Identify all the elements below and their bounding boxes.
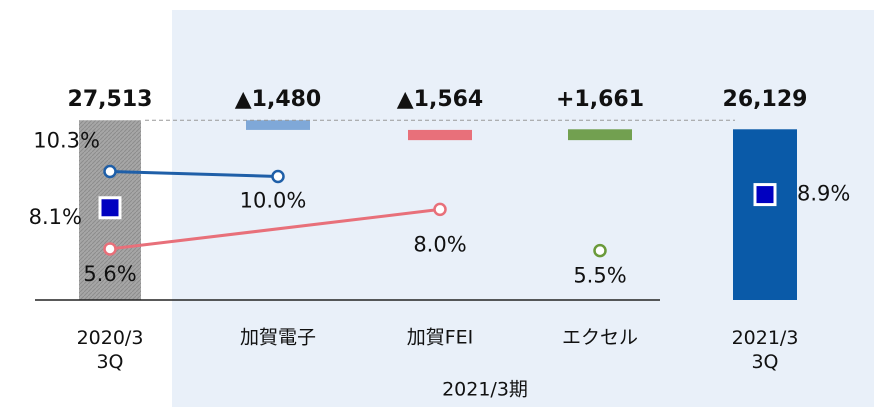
margin-label: 5.6% bbox=[83, 262, 136, 286]
bar bbox=[568, 129, 632, 141]
margin-line bbox=[109, 207, 441, 251]
value-label: ▲1,564 bbox=[397, 87, 484, 112]
margin-marker bbox=[103, 242, 117, 256]
x-tick-label: エクセル bbox=[562, 327, 638, 349]
bar bbox=[246, 120, 310, 130]
margin-label: 10.3% bbox=[33, 129, 100, 153]
margin-marker bbox=[271, 169, 285, 184]
margin-marker bbox=[753, 183, 777, 207]
margin-label: 8.1% bbox=[29, 205, 82, 229]
bar bbox=[408, 129, 472, 141]
value-label: +1,661 bbox=[556, 87, 644, 112]
value-label: ▲1,480 bbox=[235, 87, 322, 112]
x-tick-label: 2021/3 3Q bbox=[732, 327, 799, 373]
x-tick-label: 加賀FEI bbox=[407, 327, 474, 349]
bar bbox=[733, 129, 797, 300]
x-group-label: 2021/3期 bbox=[442, 379, 528, 401]
margin-marker bbox=[98, 196, 122, 220]
x-tick-label: 2020/3 3Q bbox=[77, 327, 144, 373]
margin-marker bbox=[433, 202, 447, 217]
value-label: 26,129 bbox=[723, 87, 808, 112]
margin-label: 8.0% bbox=[413, 232, 466, 256]
margin-label: 8.9% bbox=[797, 182, 850, 206]
margin-line bbox=[109, 170, 279, 178]
margin-marker bbox=[593, 243, 607, 258]
margin-label: 5.5% bbox=[573, 264, 626, 288]
x-tick-label: 加賀電子 bbox=[240, 327, 316, 349]
margin-label: 10.0% bbox=[240, 188, 307, 212]
value-label: 27,513 bbox=[68, 87, 153, 112]
margin-marker bbox=[103, 164, 117, 179]
